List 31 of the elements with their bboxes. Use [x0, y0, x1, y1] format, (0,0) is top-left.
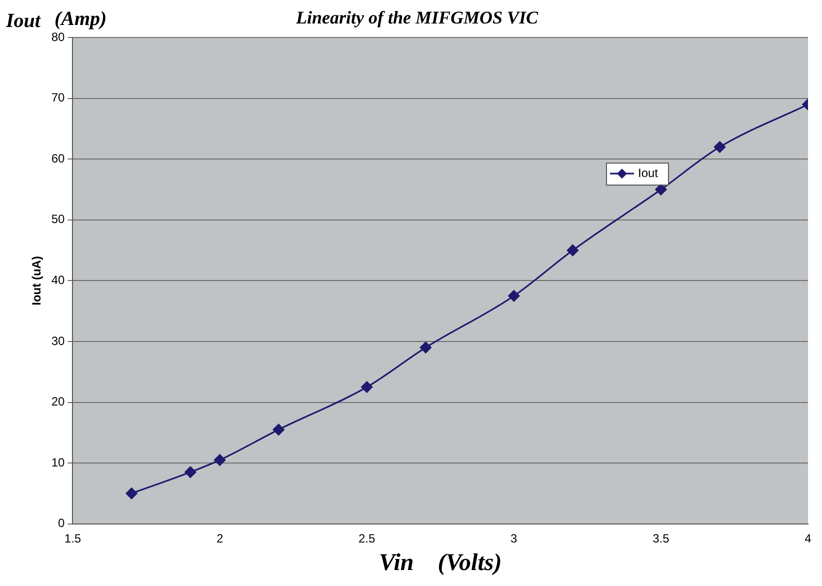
y-tick-label: 10 — [51, 455, 66, 470]
point — [566, 244, 579, 256]
x-tick-label: 3 — [510, 531, 518, 546]
y-tick-label: 60 — [51, 151, 66, 166]
y-tick-label: 80 — [51, 30, 66, 44]
point — [361, 381, 373, 393]
y-tick-label: 50 — [51, 212, 66, 226]
y-tick-label: 30 — [51, 334, 66, 348]
y-tick-label: 20 — [51, 394, 66, 409]
x-tick-label: 2 — [216, 531, 224, 546]
point — [508, 290, 520, 302]
y-tick-label: 40 — [51, 273, 66, 288]
x-tick-label: 4 — [804, 531, 812, 546]
point — [272, 424, 284, 436]
point — [420, 342, 432, 354]
x-axis-title: Vin (Volts) — [379, 550, 502, 576]
point — [655, 184, 667, 196]
text: (Amp) — [54, 8, 107, 31]
y-tick-label: 70 — [51, 90, 66, 105]
x-tick-label: 3.5 — [652, 531, 670, 546]
y-tick-label: 0 — [58, 516, 66, 530]
point — [126, 488, 138, 500]
y-axis-title: Iout (uA) — [30, 256, 44, 306]
point — [214, 454, 226, 466]
text: Iout — [6, 10, 40, 33]
x-tick-label: 2.5 — [358, 531, 376, 546]
legend-label: Iout — [638, 166, 659, 180]
x-tick-label: 1.5 — [64, 531, 82, 546]
point — [184, 466, 196, 478]
point — [714, 141, 726, 153]
chart-title: Linearity of the MIFGMOS VIC — [294, 7, 540, 28]
